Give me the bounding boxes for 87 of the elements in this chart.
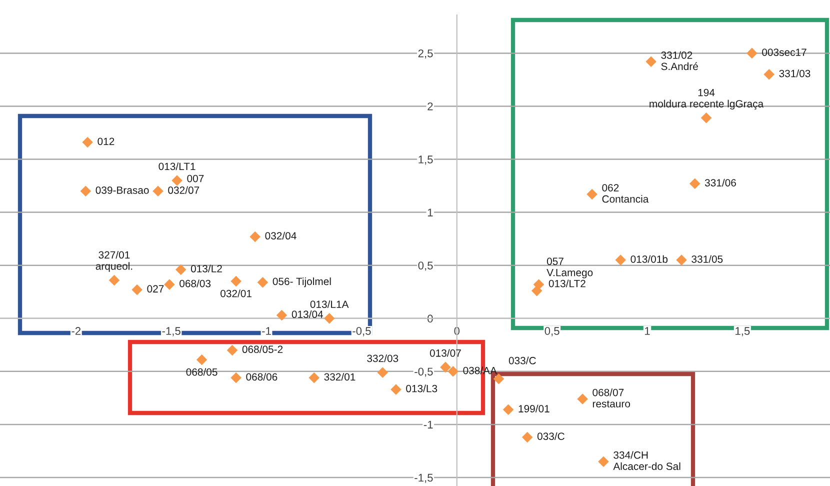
annotation: 062 Contancia: [602, 184, 649, 203]
point: [493, 373, 504, 384]
annotation: 331/05: [692, 255, 723, 263]
point: [172, 175, 182, 186]
x-tick-label: -1: [262, 327, 271, 335]
annotation: 068/03: [180, 280, 211, 288]
annotation: 068/05: [186, 368, 218, 376]
y-tick-label: -1: [424, 420, 433, 428]
point: [308, 372, 320, 384]
y-tick-label: 1: [428, 208, 433, 216]
annotation: 013/04: [292, 310, 324, 318]
annotation: 038/AA: [463, 366, 497, 374]
annotation: 003sec17: [762, 48, 806, 56]
point: [257, 276, 268, 288]
annotation: 068/05-2: [242, 345, 283, 354]
annotation: 199/01: [518, 404, 550, 412]
annotation: 032/04: [265, 232, 296, 240]
annotation: 032/01: [220, 290, 252, 298]
annotation: 032/07: [168, 186, 200, 194]
annotation: 033/C: [508, 356, 536, 364]
annotation: 013/07: [430, 349, 461, 357]
annotation: 039-Brasao: [96, 186, 149, 194]
point: [377, 367, 388, 378]
annotation: 331/02 S.André: [661, 51, 698, 70]
annotation: 027: [147, 285, 164, 293]
point: [764, 69, 774, 80]
x-tick-label: -2: [72, 327, 81, 335]
point: [80, 186, 92, 196]
point: [531, 285, 542, 296]
point: [276, 310, 288, 321]
annotation: 331/06: [704, 178, 736, 186]
annotation: 007: [187, 174, 204, 182]
annotation: 013/01b: [630, 255, 668, 263]
point: [522, 432, 533, 443]
x-tick-label: 1: [645, 327, 650, 335]
point: [196, 354, 208, 366]
point: [502, 404, 514, 415]
annotation: 332/03: [367, 354, 398, 362]
annotation: 327/01 arqueol.: [96, 250, 132, 272]
point: [689, 178, 700, 190]
annotation: 056- Tijolmel: [272, 277, 331, 288]
annotation: 033/C: [537, 432, 564, 440]
point: [577, 394, 588, 404]
point: [676, 254, 687, 266]
point: [132, 284, 142, 296]
y-tick-label: -0,5: [414, 368, 433, 377]
point: [230, 276, 242, 287]
point: [324, 313, 335, 324]
point: [646, 56, 656, 68]
point: [586, 188, 598, 200]
y-tick-label: 2,5: [418, 49, 433, 59]
annotation: 068/07 restauro: [592, 388, 630, 408]
annotation: 194 moldura recente lgGraça: [650, 88, 764, 110]
x-tick-label: -0,5: [352, 327, 371, 336]
annotation: 057 V.Lamego: [546, 258, 593, 278]
annotation: 331/03: [779, 70, 810, 78]
point: [390, 384, 402, 395]
point: [82, 136, 93, 148]
y-tick-label: -1,5: [414, 474, 433, 483]
annotation: 013/L3: [406, 384, 438, 392]
point: [598, 456, 609, 467]
point: [440, 362, 451, 373]
x-tick-label: 1,5: [736, 327, 750, 336]
annotation: 013/L1A: [310, 300, 349, 308]
annotation: 334/CH Alcacer-do Sal: [613, 451, 680, 470]
point: [615, 254, 626, 266]
point: [226, 344, 238, 356]
point: [250, 231, 260, 242]
point: [230, 372, 242, 384]
y-tick-label: 2: [428, 102, 433, 110]
annotation: 013/L2: [190, 264, 222, 272]
x-tick-label: -1,5: [162, 327, 180, 336]
point: [164, 279, 175, 290]
annotation: 012: [98, 138, 114, 146]
point: [175, 264, 186, 275]
annotation: 068/06: [246, 372, 278, 381]
annotation: 332/01: [324, 372, 356, 381]
point: [700, 112, 712, 124]
annotation: 013/LT2: [548, 280, 586, 288]
y-tick-label: 0,5: [418, 262, 433, 271]
point: [108, 274, 120, 286]
y-tick-label: 1,5: [418, 156, 433, 165]
point: [448, 366, 458, 377]
x-tick-label: 0,5: [544, 327, 560, 336]
annotation: 013/LT1: [158, 162, 196, 170]
point: [746, 48, 758, 59]
point: [152, 186, 164, 196]
